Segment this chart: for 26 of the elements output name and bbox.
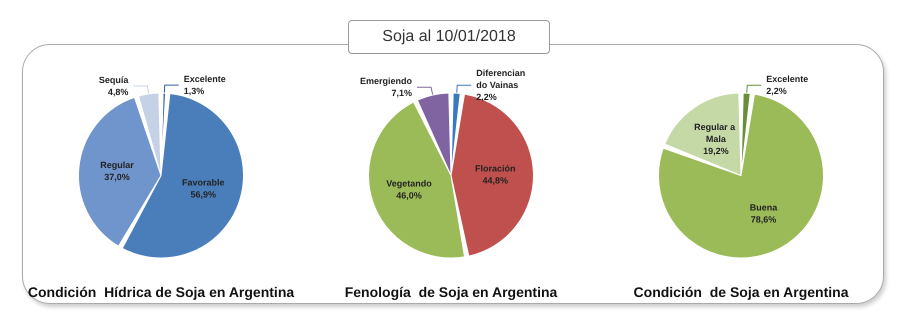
- slice-label: Sequía: [98, 75, 130, 86]
- data-label: 19,2%: [703, 146, 729, 156]
- text: Condición de Soja en Argentina: [634, 284, 849, 300]
- data-label: 37,0%: [104, 172, 130, 182]
- slice-label: Vegetando: [386, 178, 432, 188]
- data-label: 7,1%: [391, 88, 412, 98]
- data-label: 56,9%: [190, 190, 216, 200]
- text: Soja al 10/01/2018: [348, 20, 550, 54]
- data-label: 4,8%: [108, 87, 128, 98]
- slice-label: Excelente: [184, 74, 226, 84]
- slice-label: Floración: [474, 163, 516, 174]
- data-label: 2,2%: [766, 86, 787, 96]
- data-label: 1,3%: [184, 86, 204, 96]
- text: Fenología de Soja en Argentina: [344, 284, 558, 300]
- text: Condición Hídrica de Soja en Argentina: [28, 284, 294, 300]
- data-label: 2,2%: [476, 92, 497, 102]
- data-label: 46,0%: [396, 190, 422, 200]
- slice-label: Regular a Mala: [694, 122, 738, 144]
- slice-label: Emergiendo: [360, 76, 412, 86]
- data-label: 78,6%: [750, 214, 776, 225]
- slice-label: Regular: [100, 160, 134, 170]
- data-label: 44,8%: [482, 175, 508, 186]
- slice-label: Excelente: [766, 74, 808, 84]
- slice-label: Diferencian do Vainas: [476, 68, 528, 90]
- slice-label: Buena: [750, 202, 778, 213]
- slice-label: Favorable: [182, 178, 225, 188]
